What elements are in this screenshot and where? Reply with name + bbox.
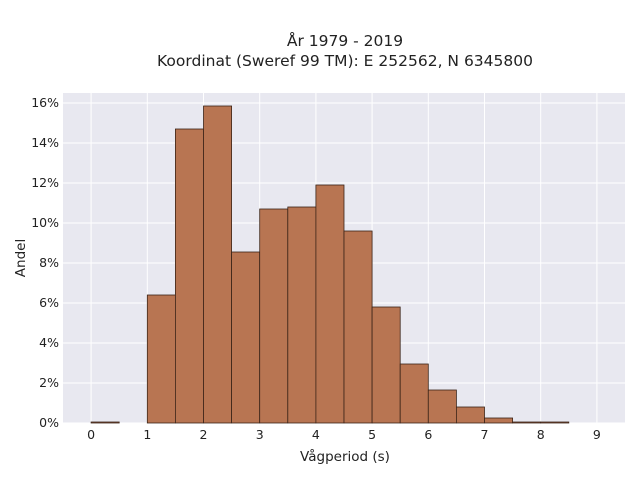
y-tick-label: 2% bbox=[39, 375, 59, 390]
x-tick-label: 7 bbox=[481, 427, 489, 442]
histogram-bar bbox=[203, 105, 233, 424]
histogram-bar bbox=[343, 230, 373, 424]
y-tick-label: 12% bbox=[31, 175, 59, 190]
histogram-bar bbox=[315, 184, 345, 424]
histogram-bar bbox=[484, 417, 514, 424]
y-tick-label: 6% bbox=[39, 295, 59, 310]
x-axis-ticks: 0 1 2 3 4 5 6 7 8 9 bbox=[87, 427, 601, 442]
y-tick-label: 10% bbox=[31, 215, 59, 230]
histogram-bar bbox=[399, 363, 429, 424]
x-axis-label: Vågperiod (s) bbox=[300, 448, 390, 465]
x-tick-label: 2 bbox=[200, 427, 208, 442]
histogram-bar bbox=[90, 421, 120, 424]
y-axis-ticks: 0% 2% 4% 6% 8% 10% 12% 14% 16% bbox=[31, 95, 59, 430]
histogram-bar bbox=[231, 251, 261, 424]
x-tick-label: 9 bbox=[593, 427, 601, 442]
y-tick-label: 8% bbox=[39, 255, 59, 270]
histogram-bar bbox=[540, 421, 570, 424]
bars bbox=[90, 105, 570, 424]
y-tick-label: 14% bbox=[31, 135, 59, 150]
histogram-bar bbox=[455, 406, 485, 424]
histogram-bar bbox=[174, 128, 204, 424]
x-tick-label: 4 bbox=[312, 427, 320, 442]
histogram-bar bbox=[287, 206, 317, 424]
histogram-bar bbox=[427, 389, 457, 424]
histogram-bar bbox=[371, 306, 401, 424]
x-tick-label: 6 bbox=[424, 427, 432, 442]
histogram-bar bbox=[259, 208, 289, 424]
x-tick-label: 8 bbox=[537, 427, 545, 442]
chart-title-line-1: År 1979 - 2019 bbox=[287, 31, 403, 50]
x-tick-label: 0 bbox=[87, 427, 95, 442]
histogram-bar bbox=[146, 294, 176, 424]
y-tick-label: 4% bbox=[39, 335, 59, 350]
x-tick-label: 5 bbox=[368, 427, 376, 442]
histogram-bar bbox=[512, 421, 542, 424]
x-tick-label: 1 bbox=[143, 427, 151, 442]
y-tick-label: 0% bbox=[39, 415, 59, 430]
chart-title-line-2: Koordinat (Sweref 99 TM): E 252562, N 63… bbox=[157, 52, 533, 70]
y-axis-label: Andel bbox=[13, 239, 29, 277]
x-tick-label: 3 bbox=[256, 427, 264, 442]
y-tick-label: 16% bbox=[31, 95, 59, 110]
